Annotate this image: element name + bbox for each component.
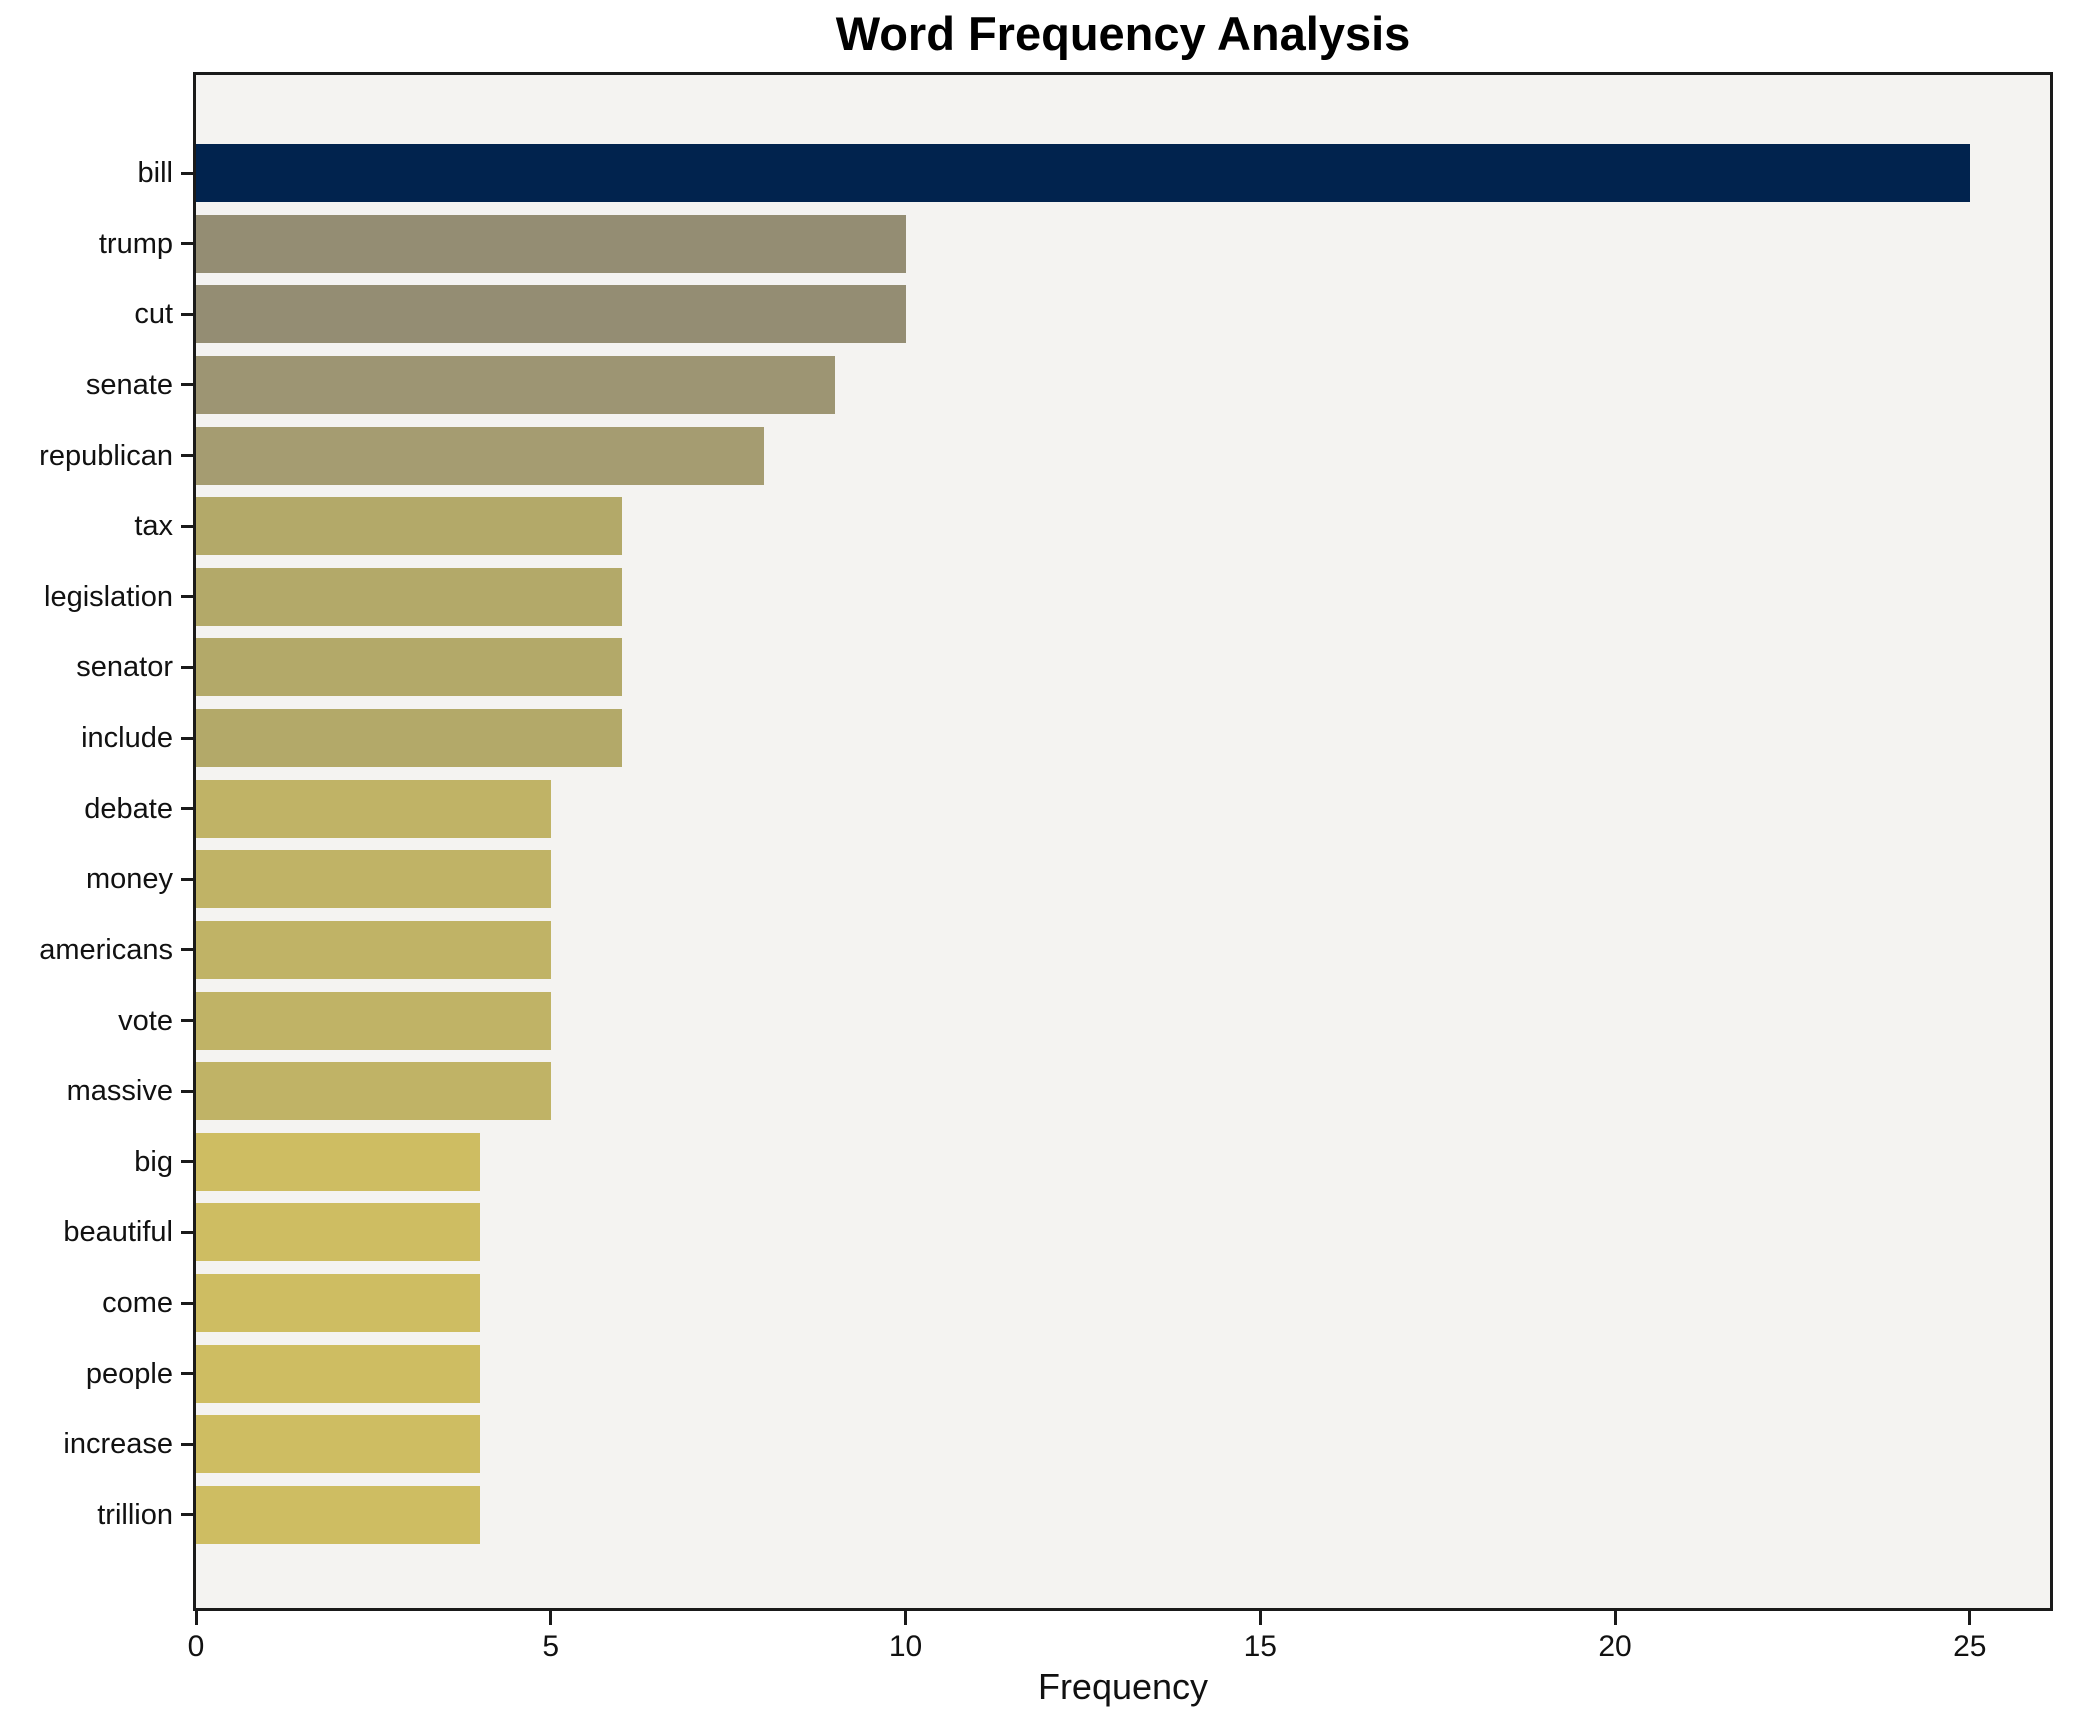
y-tick-label: republican: [39, 439, 173, 472]
y-tick-mark: [181, 383, 193, 387]
bar: [196, 1062, 551, 1121]
y-tick-label: trillion: [97, 1498, 173, 1531]
bar: [196, 1132, 480, 1191]
y-tick-label: cut: [134, 298, 173, 331]
bar: [196, 991, 551, 1050]
y-tick-label: tax: [134, 510, 173, 543]
x-axis-label: Frequency: [1037, 1666, 1209, 1707]
y-tick-label: people: [85, 1357, 173, 1390]
y-tick-mark: [181, 312, 193, 316]
x-tick-label: 10: [888, 1630, 923, 1663]
y-tick-label: debate: [84, 792, 173, 825]
y-tick-label: bill: [137, 157, 173, 189]
x-tick-mark: [549, 1611, 553, 1625]
y-tick-label: senate: [85, 368, 173, 401]
x-tick-label: 20: [1598, 1630, 1632, 1663]
bar: [196, 709, 622, 768]
x-tick-mark: [1968, 1611, 1972, 1625]
plot-area: [193, 72, 2053, 1611]
y-tick-mark: [181, 454, 193, 458]
bar: [196, 426, 764, 485]
y-tick-mark: [181, 1301, 193, 1305]
bar: [196, 144, 1970, 202]
bar: [196, 1203, 480, 1262]
y-tick-mark: [181, 1372, 193, 1376]
bar: [196, 1415, 480, 1474]
bar: [196, 638, 622, 697]
x-tick-mark: [1258, 1611, 1262, 1625]
bar: [196, 850, 551, 909]
y-tick-label: increase: [63, 1428, 173, 1461]
y-tick-label: include: [81, 722, 173, 755]
y-tick-mark: [181, 1019, 193, 1023]
bar: [196, 355, 835, 414]
bar: [196, 1485, 480, 1544]
x-tick-mark: [1613, 1611, 1617, 1625]
y-tick-mark: [181, 736, 193, 740]
x-tick-label: 0: [187, 1630, 205, 1663]
y-tick-mark: [181, 948, 193, 952]
x-tick-label: 25: [1953, 1630, 1987, 1663]
y-tick-mark: [181, 1089, 193, 1093]
y-tick-label: massive: [66, 1075, 173, 1108]
y-tick-mark: [181, 242, 193, 246]
x-tick-label: 5: [542, 1630, 560, 1663]
y-tick-mark: [181, 807, 193, 811]
bar: [196, 285, 906, 344]
bar: [196, 779, 551, 838]
bar: [196, 567, 622, 626]
y-tick-mark: [181, 877, 193, 881]
y-tick-mark: [181, 524, 193, 528]
y-tick-mark: [181, 595, 193, 599]
y-tick-label: money: [85, 863, 173, 896]
y-tick-mark: [181, 171, 193, 175]
y-tick-label: come: [102, 1287, 173, 1320]
y-tick-label: beautiful: [63, 1216, 173, 1249]
y-tick-mark: [181, 1160, 193, 1164]
bar: [196, 1344, 480, 1403]
x-tick-mark: [904, 1611, 908, 1625]
y-tick-label: legislation: [44, 580, 173, 613]
y-tick-mark: [181, 1513, 193, 1517]
bar: [196, 1274, 480, 1333]
bar: [196, 920, 551, 979]
bar: [196, 214, 906, 273]
y-tick-label: trump: [98, 227, 173, 260]
y-tick-mark: [181, 665, 193, 669]
bar: [196, 497, 622, 556]
y-tick-label: big: [134, 1145, 173, 1178]
y-tick-label: vote: [118, 1004, 173, 1037]
x-tick-mark: [194, 1611, 198, 1625]
y-tick-label: senator: [76, 651, 173, 684]
y-tick-label: americans: [39, 933, 173, 966]
chart-title: Word Frequency Analysis: [835, 7, 1411, 60]
x-tick-label: 15: [1243, 1630, 1277, 1663]
y-tick-mark: [181, 1442, 193, 1446]
y-tick-mark: [181, 1230, 193, 1234]
